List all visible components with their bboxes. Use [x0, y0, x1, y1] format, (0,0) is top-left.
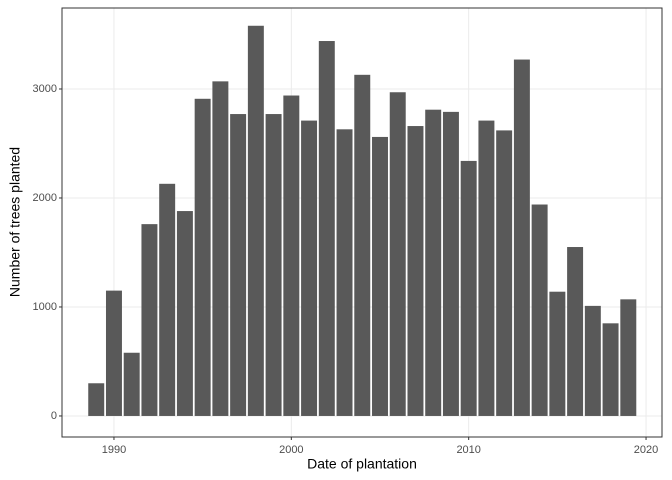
bar [265, 114, 282, 416]
y-tick-label: 2000 [33, 192, 57, 204]
bar [372, 136, 388, 416]
bar [602, 323, 619, 416]
bar [105, 290, 122, 416]
bar [460, 160, 477, 416]
y-tick-label: 3000 [33, 83, 57, 95]
bar [496, 130, 513, 416]
bar [389, 92, 406, 416]
bar [531, 204, 548, 416]
bar [513, 59, 530, 416]
bar [141, 224, 158, 416]
x-axis-title: Date of plantation [307, 456, 417, 472]
bar [354, 74, 371, 416]
bar [212, 81, 229, 416]
bar [88, 383, 105, 416]
y-tick-label: 0 [51, 410, 57, 422]
bar [159, 183, 176, 416]
bar [123, 352, 140, 416]
x-tick-label: 2020 [634, 444, 658, 456]
bar [247, 25, 264, 416]
y-tick-label: 1000 [33, 301, 57, 313]
bar [478, 120, 495, 416]
bar [176, 211, 193, 416]
bar [301, 120, 318, 416]
bar [230, 114, 247, 416]
bar [407, 126, 424, 416]
bar [194, 98, 211, 416]
bar [336, 129, 353, 416]
x-tick-label: 2000 [279, 444, 303, 456]
bar [567, 247, 584, 416]
x-tick-label: 2010 [456, 444, 480, 456]
bar [283, 95, 300, 416]
bar [549, 291, 566, 416]
bar [425, 109, 442, 416]
bar [620, 299, 637, 416]
y-axis-title: Number of trees planted [7, 147, 23, 297]
bar [442, 111, 459, 416]
bar [584, 305, 601, 416]
plot-border [61, 7, 663, 438]
bar [318, 41, 335, 416]
x-tick-label: 1990 [102, 444, 126, 456]
